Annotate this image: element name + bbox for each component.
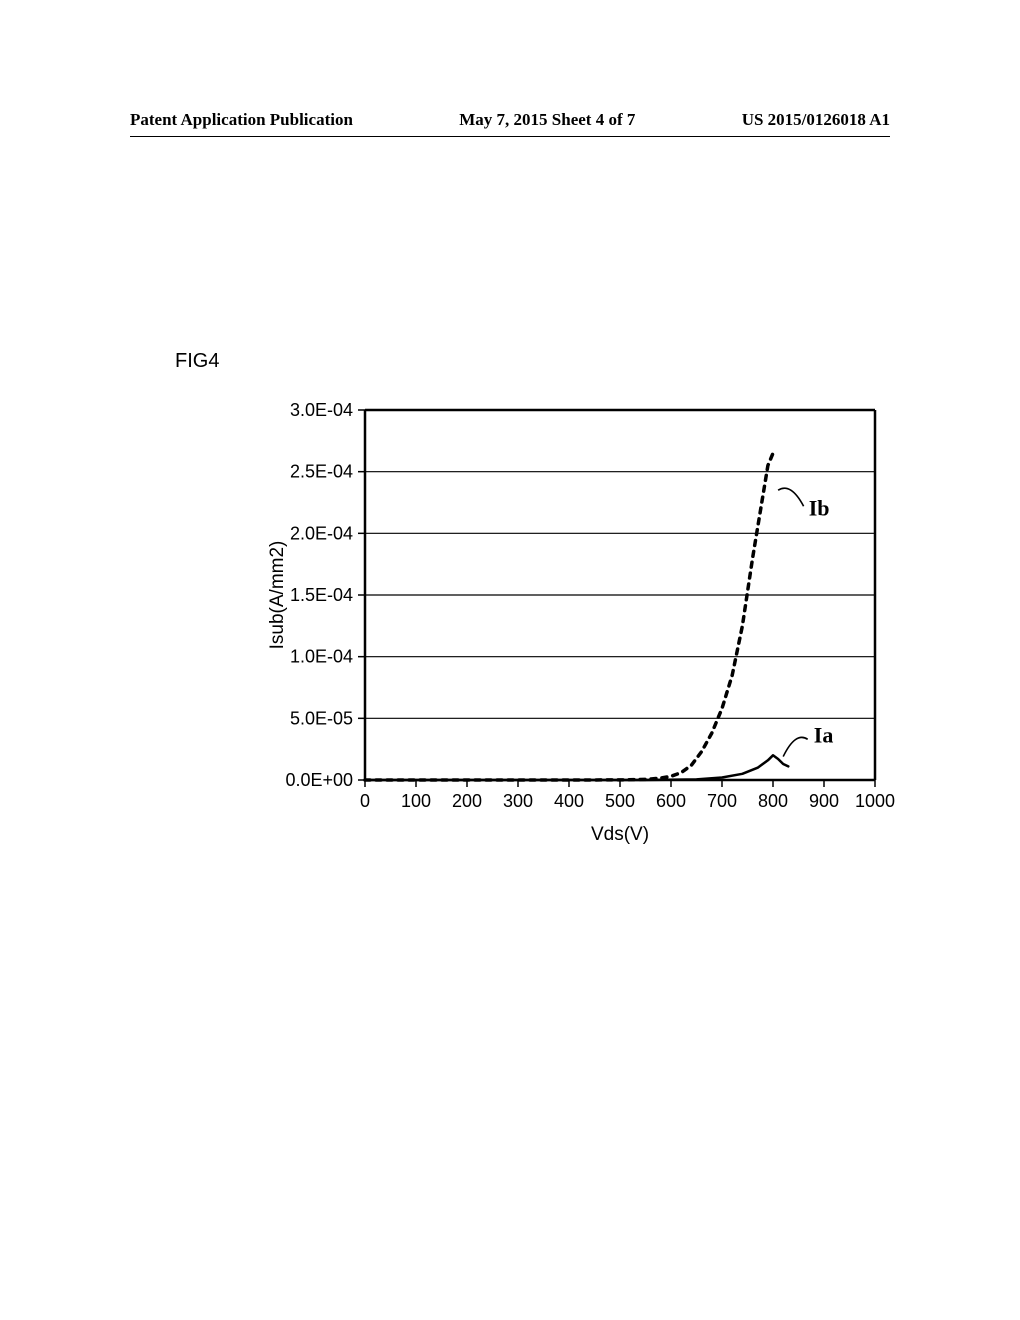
ytick-label: 5.0E-05: [290, 708, 353, 728]
ytick-label: 2.5E-04: [290, 462, 353, 482]
ytick-label: 1.5E-04: [290, 585, 353, 605]
ytick-label: 1.0E-04: [290, 647, 353, 667]
ytick-label: 2.0E-04: [290, 523, 353, 543]
xtick-label: 1000: [855, 791, 895, 811]
xtick-label: 300: [503, 791, 533, 811]
xtick-label: 800: [758, 791, 788, 811]
xtick-label: 200: [452, 791, 482, 811]
chart: 0.0E+00 5.0E-05 1.0E-04 1.5E-04 2.0E-04 2.5E-…: [265, 400, 905, 880]
xtick-label: 600: [656, 791, 686, 811]
header-rule: [130, 136, 890, 137]
y-axis-label: Isub(A/mm2): [267, 541, 288, 650]
ytick-label: 3.0E-04: [290, 400, 353, 420]
header-right: US 2015/0126018 A1: [742, 110, 890, 130]
xtick-label: 0: [360, 791, 370, 811]
xtick-label: 400: [554, 791, 584, 811]
page-header: Patent Application Publication May 7, 20…: [130, 110, 890, 130]
series-annot-Ia: Ia: [814, 723, 834, 748]
header-center: May 7, 2015 Sheet 4 of 7: [459, 110, 635, 130]
series-annot-Ib: Ib: [809, 496, 830, 521]
xtick-label: 700: [707, 791, 737, 811]
header-left: Patent Application Publication: [130, 110, 353, 130]
x-axis-label: Vds(V): [591, 824, 649, 845]
xtick-label: 500: [605, 791, 635, 811]
xtick-label: 100: [401, 791, 431, 811]
xtick-label: 900: [809, 791, 839, 811]
chart-svg: 0.0E+00 5.0E-05 1.0E-04 1.5E-04 2.0E-04 2.5E-…: [265, 400, 905, 880]
figure-label: FIG4: [175, 350, 219, 373]
ytick-label: 0.0E+00: [285, 770, 353, 790]
